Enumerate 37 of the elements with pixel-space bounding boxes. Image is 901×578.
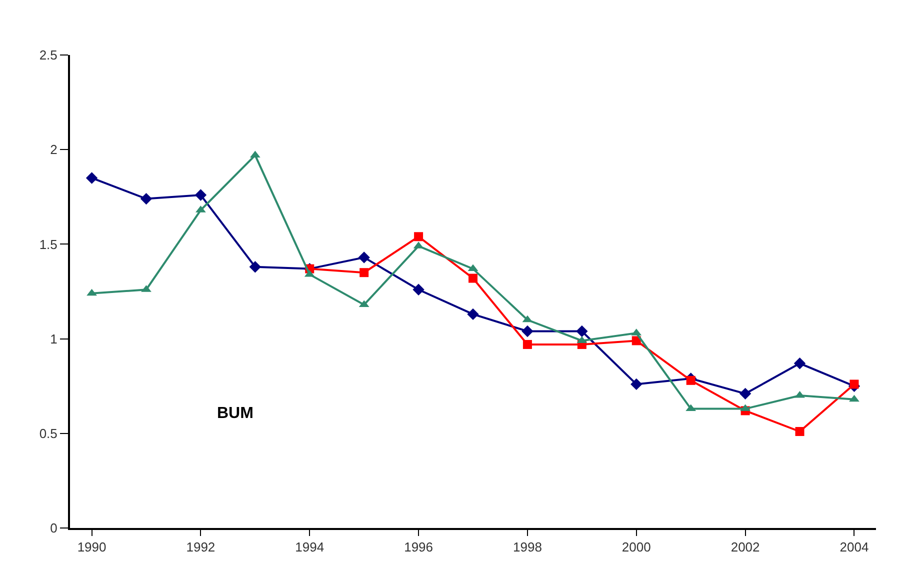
annotation: BUM bbox=[217, 405, 254, 422]
point bbox=[576, 325, 588, 338]
point bbox=[194, 189, 207, 201]
x-tick-label: 2002 bbox=[730, 540, 760, 555]
point bbox=[467, 308, 479, 320]
x-tick-label: 1992 bbox=[186, 540, 216, 555]
x-tick-label: 1996 bbox=[404, 540, 433, 555]
point bbox=[140, 192, 152, 205]
x-tick-label: 1990 bbox=[77, 540, 106, 555]
point bbox=[360, 268, 369, 278]
point bbox=[794, 358, 806, 370]
x-tick-label: 1994 bbox=[295, 540, 324, 555]
point bbox=[850, 380, 859, 389]
point bbox=[86, 172, 98, 184]
point bbox=[522, 340, 532, 349]
point bbox=[795, 427, 804, 436]
point bbox=[412, 284, 424, 296]
y-tick-label: 0.5 bbox=[39, 426, 58, 441]
y-tick-label: 2.5 bbox=[39, 48, 58, 63]
y-tick-label: 2 bbox=[50, 142, 58, 158]
y-tick-label: 1.5 bbox=[39, 236, 58, 252]
point bbox=[249, 261, 262, 273]
point bbox=[686, 376, 696, 385]
point bbox=[358, 252, 370, 264]
point bbox=[849, 394, 860, 402]
point bbox=[630, 378, 642, 390]
point bbox=[739, 388, 752, 400]
point bbox=[522, 325, 534, 338]
point bbox=[414, 232, 424, 242]
x-tick-label: 2004 bbox=[840, 540, 869, 555]
point bbox=[86, 288, 97, 296]
point bbox=[740, 404, 750, 412]
y-tick-label: 1 bbox=[50, 331, 58, 346]
x-tick-label: 1998 bbox=[513, 540, 542, 555]
x-tick-label: 2000 bbox=[622, 540, 651, 555]
point bbox=[468, 274, 478, 283]
y-tick-label: 0 bbox=[50, 520, 58, 536]
